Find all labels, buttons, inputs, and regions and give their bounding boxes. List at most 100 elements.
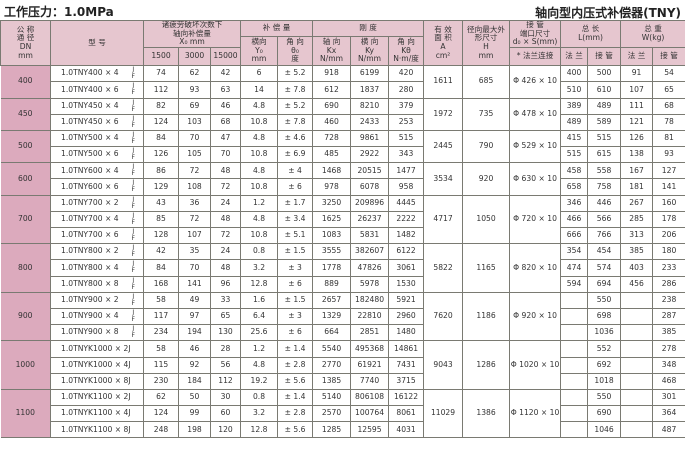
model-name: 1.0TNY600 × 4	[61, 165, 119, 175]
header-line: Kθ	[401, 45, 411, 55]
header-weight: 总 重 W(kg)	[620, 19, 685, 49]
model-cell: 1.0TNYK1100 × 8J	[50, 421, 144, 439]
x-3000: 46	[178, 340, 211, 358]
length-flange: 515	[560, 146, 589, 164]
dn-cell: 1000	[0, 340, 51, 390]
header-line: Y₀	[255, 45, 263, 55]
length-tube: 558	[587, 162, 622, 180]
lateral-y0: 6	[240, 65, 279, 83]
lateral-y0: 10.8	[240, 178, 279, 196]
length-flange	[560, 372, 589, 390]
header-15000: 15000	[209, 47, 242, 67]
stiffness-ktheta: 3715	[388, 372, 425, 390]
table-row: 1.0TNY700 × 4 J F 85 72 48 4.8 ± 3.4 1625 26237 22…	[1, 210, 685, 229]
header-line: 角 向	[397, 37, 415, 46]
x-15000: 60	[209, 405, 242, 423]
angular-theta0: ± 6	[277, 324, 314, 342]
stiffness-ky: 495368	[350, 340, 390, 358]
length-tube: 1046	[587, 421, 622, 439]
header-weight-flange: 法 兰	[620, 47, 654, 67]
header-stiffness: 刚 度	[312, 20, 425, 37]
x-15000: 56	[209, 356, 242, 374]
x-1500: 126	[143, 146, 179, 164]
length-tube: 566	[587, 210, 622, 229]
x-15000: 70	[209, 146, 242, 164]
lateral-y0: 4.8	[240, 356, 279, 374]
model-name: 1.0TNY900 × 8	[61, 327, 119, 337]
x-3000: 72	[178, 210, 211, 229]
weight-tube: 93	[652, 146, 685, 164]
stiffness-ktheta: 6122	[388, 243, 425, 261]
model-name: 1.0TNY450 × 4	[61, 100, 119, 110]
length-tube: 694	[587, 275, 622, 293]
connection-type-letter: J	[132, 244, 135, 252]
stiffness-kx: 2570	[312, 405, 352, 423]
x-3000: 62	[178, 65, 211, 83]
angular-theta0: ± 4.6	[277, 129, 314, 148]
x-15000: 48	[209, 210, 242, 229]
angular-theta0: ± 3	[277, 307, 314, 326]
header-line: 角 向	[286, 37, 304, 46]
weight-flange	[620, 356, 654, 374]
lateral-y0: 1.2	[240, 194, 279, 212]
length-tube: 550	[587, 291, 622, 309]
connection-type-letter: F	[131, 283, 135, 291]
length-tube: 758	[587, 178, 622, 196]
length-tube: 698	[587, 307, 622, 326]
x-1500: 86	[143, 162, 179, 180]
connection-type-letter: F	[131, 154, 135, 162]
header-pipe-sub: * 法兰连接	[509, 47, 562, 67]
model-name: 1.0TNY500 × 4	[61, 133, 119, 143]
model-name: 1.0TNY800 × 2	[61, 246, 119, 256]
connection-type-letter: J	[132, 98, 135, 106]
model-name: 1.0TNY450 × 6	[61, 116, 119, 126]
lateral-y0: 25.6	[240, 324, 279, 342]
x-1500: 128	[143, 227, 179, 245]
lateral-y0: 4.8	[240, 210, 279, 229]
stiffness-ktheta: 14861	[388, 340, 425, 358]
weight-tube: 348	[652, 356, 685, 374]
header-length-tube: 接 管	[587, 47, 622, 67]
length-tube: 552	[587, 340, 622, 358]
connection-type-letter: F	[131, 251, 135, 259]
stiffness-kx: 1329	[312, 307, 352, 326]
weight-flange: 91	[620, 65, 654, 83]
header-line: Kx	[326, 45, 337, 55]
stiffness-ky: 26237	[350, 210, 390, 229]
header-pipe: 接 管端口尺寸 d₀ × S(mm)	[509, 19, 562, 49]
table-row: 1.0TNY400 × 6 J F 112 93 63 14 ± 7.8 612 1837 280 5…	[1, 81, 685, 99]
stiffness-ky: 47826	[350, 259, 390, 277]
connection-type-letter: F	[131, 73, 135, 81]
weight-tube: 178	[652, 210, 685, 229]
dn-cell: 900	[0, 291, 51, 342]
table-row: 1.0TNY800 × 4 J F 84 70 48 3.2 ± 3 1778 47826 3061…	[1, 259, 685, 277]
h-cell: 735	[462, 97, 511, 131]
x-15000: 47	[209, 129, 242, 148]
stiffness-ktheta: 5921	[388, 291, 425, 309]
weight-tube: 68	[652, 97, 685, 115]
header-line: 横向	[251, 37, 267, 46]
stiffness-ky: 5831	[350, 227, 390, 245]
area-cell: 3534	[423, 162, 464, 196]
x-3000: 70	[178, 129, 211, 148]
x-3000: 194	[178, 324, 211, 342]
stiffness-ky: 61921	[350, 356, 390, 374]
model-cell: 1.0TNYK1000 × 8J	[50, 372, 144, 390]
stiffness-kx: 2657	[312, 291, 352, 309]
connection-type-letter: F	[131, 267, 135, 275]
stiffness-kx: 690	[312, 97, 352, 115]
length-flange: 458	[560, 162, 589, 180]
x-1500: 117	[143, 307, 179, 326]
length-tube: 766	[587, 227, 622, 245]
table-row: 700 1.0TNY700 × 2 J F 43 36 24 1.2 ± 1.7 3250 2098…	[0, 194, 685, 245]
